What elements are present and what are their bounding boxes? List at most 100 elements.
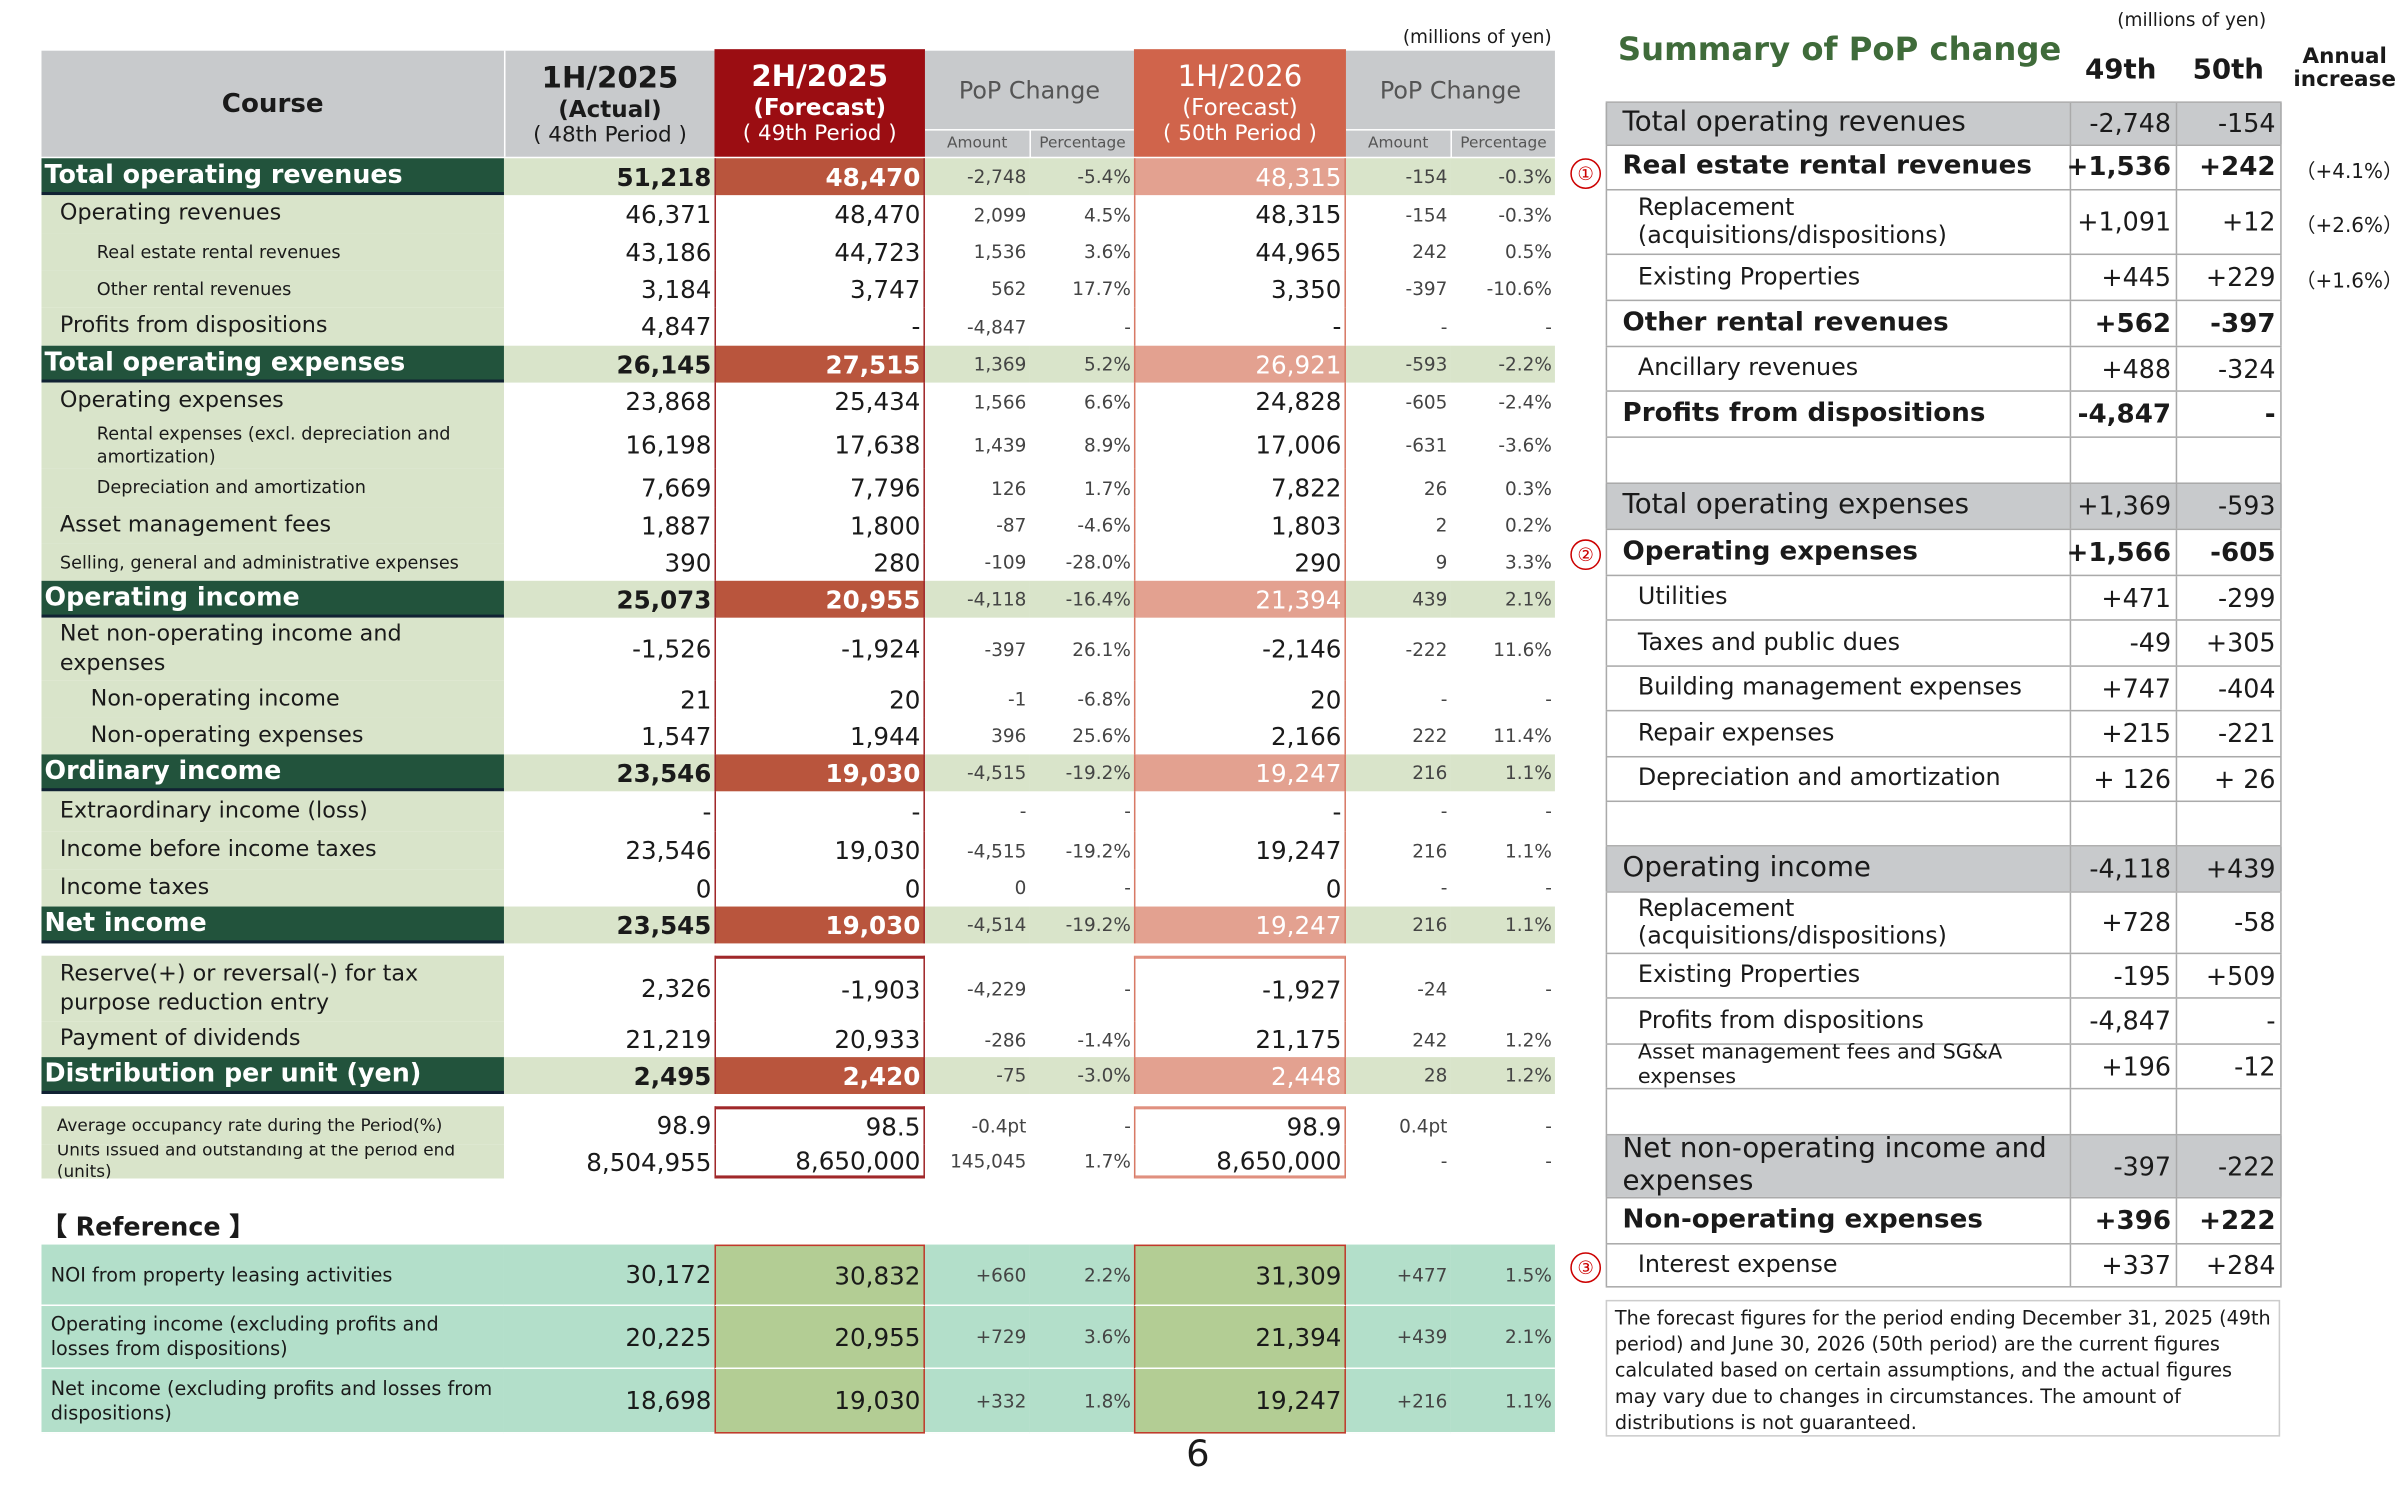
value-cell: -4,514 — [924, 906, 1030, 944]
value-cell: 19,247 — [1133, 754, 1346, 792]
annual-increase: （+4.1%） — [2295, 160, 2400, 184]
summary-49th: -4,847 — [2069, 391, 2176, 437]
summary-49th: -2,748 — [2069, 102, 2176, 145]
value-cell: -10.6% — [1486, 278, 1552, 300]
value-cell: 222 — [1412, 725, 1448, 747]
value-cell: 2,326 — [641, 974, 712, 1004]
summary-50th: +284 — [2175, 1244, 2282, 1287]
value-cell: 51,218 — [503, 158, 715, 196]
summary-49th — [2069, 437, 2176, 483]
value-cell: 30,832 — [714, 1244, 925, 1307]
summary-49th: +488 — [2069, 347, 2176, 391]
summary-50th: -154 — [2175, 102, 2282, 145]
summary-label — [1605, 437, 2070, 483]
summary-row: Other rental revenues +562 -397 — [1605, 301, 2282, 348]
summary-row: Profits from dispositions -4,847- — [1605, 391, 2282, 438]
annual-increase: （+1.6%） — [2295, 270, 2400, 294]
value-cell: 26.1% — [1072, 638, 1131, 660]
value-cell: 19,247 — [1133, 1369, 1346, 1434]
header-48th-title: 1H/2025 — [541, 60, 679, 95]
value-cell: 16,198 — [625, 430, 712, 460]
summary-49th: -195 — [2069, 954, 2176, 998]
table-row: Income before income taxes 23,546 19,030 -4… — [41, 831, 1554, 870]
value-cell: - — [1440, 800, 1448, 823]
value-cell: 20 — [714, 680, 925, 718]
value-cell: -3.0% — [1029, 1057, 1134, 1094]
summary-label: Utilities — [1605, 576, 2070, 620]
summary-49th: -397 — [2069, 1135, 2176, 1197]
value-cell: -24 — [1417, 977, 1448, 1000]
value-cell: - — [1440, 877, 1448, 899]
value-cell: +477 — [1345, 1244, 1451, 1307]
value-cell: -593 — [1345, 345, 1451, 383]
summary-row: Existing Properties +445 +229 — [1605, 255, 2282, 302]
value-cell: 19,247 — [1133, 906, 1346, 944]
row-label: Net income (excluding profits and losses… — [41, 1369, 504, 1434]
value-cell: +660 — [924, 1244, 1030, 1307]
summary-label: Replacement (acquisitions/dispositions) — [1605, 190, 2070, 254]
value-cell: +729 — [924, 1306, 1030, 1370]
value-cell: 1.7% — [1084, 477, 1131, 499]
value-cell: -87 — [996, 514, 1027, 537]
summary-50th: -58 — [2175, 892, 2282, 953]
summary-label: Ancillary revenues — [1605, 347, 2070, 391]
value-cell: - — [1440, 1150, 1448, 1173]
summary-49th: +747 — [2069, 666, 2176, 710]
summary-label: Taxes and public dues — [1605, 620, 2070, 666]
value-cell: -2.2% — [1450, 345, 1555, 383]
col-49th: 49th — [2085, 53, 2157, 87]
value-cell: - — [1545, 315, 1552, 338]
summary-label: Total operating revenues — [1605, 102, 2070, 145]
value-cell: 1.2% — [1505, 1028, 1552, 1051]
value-cell: -3.6% — [1498, 434, 1552, 456]
value-cell: 4,847 — [641, 311, 712, 342]
table-row: Profits from dispositions 4,847- -4,847- - -… — [41, 307, 1554, 346]
summary-49th: +445 — [2069, 255, 2176, 300]
value-cell: 19,030 — [714, 1369, 925, 1434]
row-label: Selling, general and administrative expe… — [41, 543, 504, 581]
summary-row — [1605, 437, 2282, 484]
pl-forecast-table: Course 1H/2025 (Actual) ( 48th Period ) … — [41, 49, 1555, 1179]
value-cell: - — [1545, 977, 1552, 1000]
table-row: Net income 23,545 19,030 -4,514 -19.2% 19,247… — [41, 906, 1555, 944]
row-label: Operating income — [41, 580, 504, 618]
reference-row: Net income (excluding profits and losses… — [41, 1369, 1555, 1434]
summary-49th: -4,118 — [2069, 846, 2176, 892]
value-cell: - — [714, 791, 925, 832]
value-cell: 562 — [991, 278, 1027, 300]
value-cell: 26,921 — [1133, 345, 1346, 383]
summary-label: Operating expenses — [1605, 530, 2070, 575]
value-cell: 19,030 — [714, 754, 925, 792]
header-amount-50: Amount — [1345, 130, 1451, 157]
summary-label: Repair expenses — [1605, 711, 2070, 756]
summary-title: Summary of PoP change — [1617, 30, 2062, 68]
table-row: Real estate rental revenues 43,186 44,723 1… — [41, 233, 1554, 271]
value-cell: -154 — [1345, 158, 1451, 196]
summary-49th: +562 — [2069, 301, 2176, 346]
value-cell: 43,186 — [625, 237, 712, 267]
summary-49th: +196 — [2069, 1044, 2176, 1088]
value-cell: 1.2% — [1450, 1057, 1555, 1094]
value-cell: -0.3% — [1450, 158, 1555, 196]
row-label: Other rental revenues — [41, 270, 504, 308]
value-cell: 1.1% — [1505, 839, 1552, 862]
summary-label: Profits from dispositions — [1605, 998, 2070, 1044]
row-label: Ordinary income — [41, 754, 504, 792]
value-cell: 31,309 — [1133, 1244, 1346, 1307]
value-cell: -19.2% — [1029, 906, 1134, 944]
value-cell: - — [1133, 791, 1346, 832]
summary-row: Utilities +471 -299 — [1605, 576, 2282, 621]
value-cell: 28 — [1345, 1057, 1451, 1094]
value-cell: -222 — [1405, 638, 1448, 660]
row-label: Profits from dispositions — [41, 307, 504, 346]
value-cell: 242 — [1412, 1028, 1448, 1051]
value-cell: -28.0% — [1065, 551, 1131, 574]
table-row: Operating income 25,073 20,955 -4,118 -16.4%… — [41, 580, 1555, 618]
value-cell: -1,924 — [714, 617, 925, 681]
summary-49th: +396 — [2069, 1198, 2176, 1244]
summary-49th: +337 — [2069, 1244, 2176, 1287]
value-cell: 396 — [991, 725, 1027, 747]
table-row: Average occupancy rate during the Period… — [41, 1106, 1554, 1145]
value-cell: -397 — [1405, 278, 1448, 300]
value-cell: -75 — [924, 1057, 1030, 1094]
